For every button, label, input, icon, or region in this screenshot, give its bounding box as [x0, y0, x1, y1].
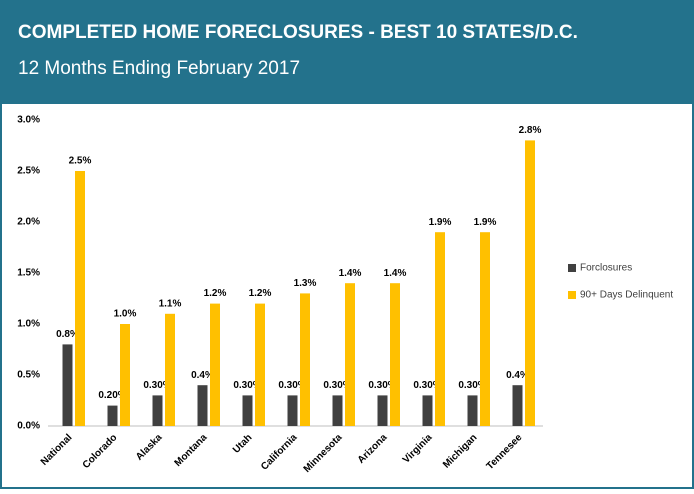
bar — [422, 395, 433, 426]
data-label: 0.30% — [413, 380, 441, 391]
header-band — [0, 0, 694, 104]
y-tick-label: 1.0% — [17, 319, 40, 330]
bar — [300, 293, 310, 426]
data-label: 1.9% — [429, 217, 452, 228]
data-label: 1.4% — [339, 268, 362, 279]
data-label: 2.8% — [519, 125, 542, 136]
bar — [332, 395, 343, 426]
bar — [467, 395, 478, 426]
data-label: 0.30% — [233, 380, 261, 391]
y-tick-label: 1.5% — [17, 268, 40, 279]
bar — [210, 303, 220, 426]
bar — [75, 171, 85, 426]
bar — [242, 395, 253, 426]
data-label: 1.2% — [204, 288, 227, 299]
data-label: 1.1% — [159, 298, 182, 309]
legend-swatch — [568, 291, 576, 299]
data-label: 0.4% — [191, 370, 214, 381]
y-tick-label: 2.0% — [17, 217, 40, 228]
data-label: 1.0% — [114, 309, 137, 320]
y-tick-label: 0.5% — [17, 370, 40, 381]
bar — [255, 303, 265, 426]
bar — [525, 140, 535, 426]
data-label: 0.30% — [143, 380, 171, 391]
y-tick-label: 2.5% — [17, 166, 40, 177]
data-label: 0.20% — [98, 390, 126, 401]
y-tick-label: 0.0% — [17, 421, 40, 432]
bar — [512, 385, 523, 426]
bar — [435, 232, 445, 426]
legend-label: Forclosures — [580, 263, 632, 274]
bar — [390, 283, 400, 426]
bar — [120, 324, 130, 426]
data-label: 2.5% — [69, 156, 92, 167]
data-label: 0.8% — [56, 329, 79, 340]
data-label: 1.9% — [474, 217, 497, 228]
legend-swatch — [568, 264, 576, 272]
data-label: 1.4% — [384, 268, 407, 279]
bar — [377, 395, 388, 426]
data-label: 0.30% — [458, 380, 486, 391]
chart-subtitle: 12 Months Ending February 2017 — [18, 58, 300, 79]
bar — [197, 385, 208, 426]
data-label: 0.30% — [323, 380, 351, 391]
data-label: 0.30% — [278, 380, 306, 391]
bar — [107, 405, 118, 426]
legend-label: 90+ Days Delinquent — [580, 290, 673, 301]
bar — [480, 232, 490, 426]
data-label: 0.30% — [368, 380, 396, 391]
bar — [287, 395, 298, 426]
bar — [165, 313, 175, 426]
data-label: 1.3% — [294, 278, 317, 289]
y-tick-label: 3.0% — [17, 115, 40, 126]
bar — [62, 344, 73, 426]
data-label: 1.2% — [249, 288, 272, 299]
bar — [345, 283, 355, 426]
chart-title: COMPLETED HOME FORECLOSURES - BEST 10 ST… — [18, 22, 578, 43]
bar — [152, 395, 163, 426]
data-label: 0.4% — [506, 370, 529, 381]
